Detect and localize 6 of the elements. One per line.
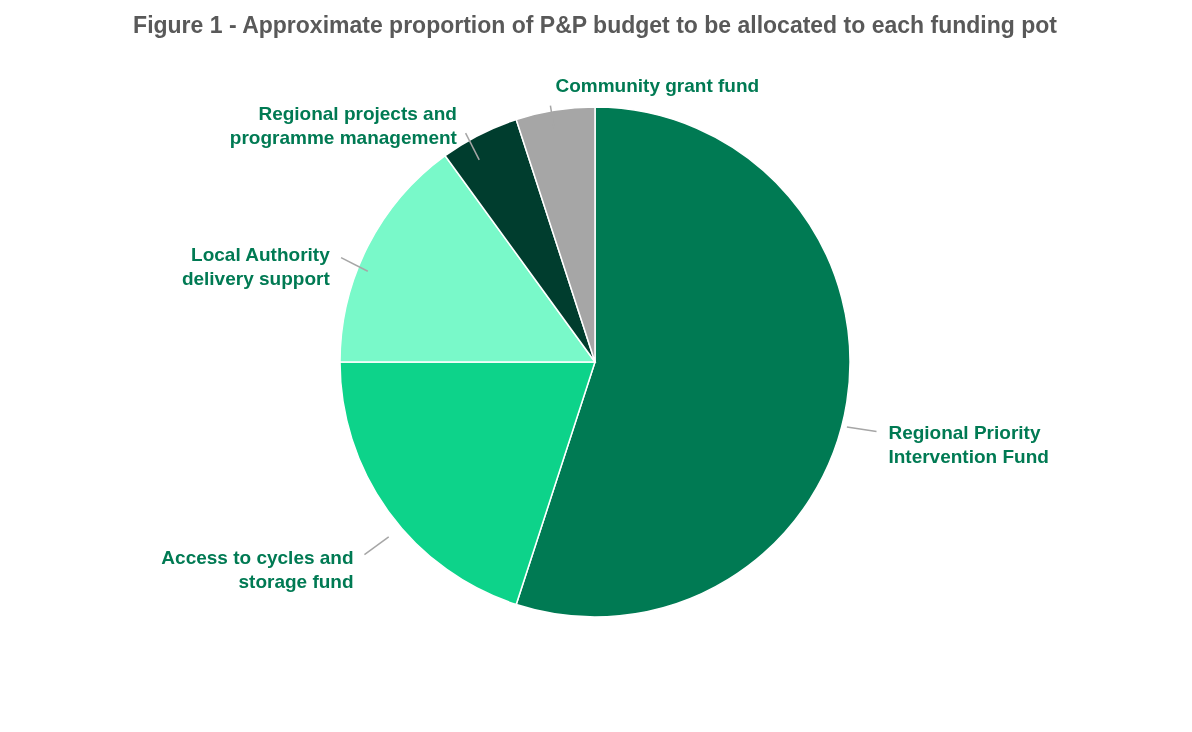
slice-label: Community grant fund [555,74,760,96]
slice-label: Local Authority delivery support [181,243,331,289]
slice-label: Regional projects and programme management [229,102,458,148]
slice-label: Access to cycles and storage fund [161,547,354,593]
slice-label: Regional Priority Intervention Fund [888,421,1049,467]
chart-title: Figure 1 - Approximate proportion of P&P budget to be allocated to each funding pot [133,12,1058,38]
